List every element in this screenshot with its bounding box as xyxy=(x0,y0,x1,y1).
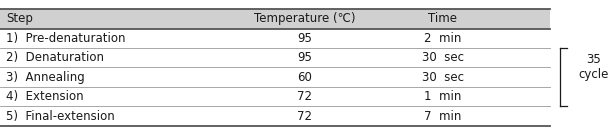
Text: 4)  Extension: 4) Extension xyxy=(6,90,84,103)
Text: 3)  Annealing: 3) Annealing xyxy=(6,71,85,84)
Text: 1  min: 1 min xyxy=(424,90,461,103)
Text: 35
cycle: 35 cycle xyxy=(578,53,609,81)
Text: 1)  Pre-denaturation: 1) Pre-denaturation xyxy=(6,32,125,45)
Text: 2  min: 2 min xyxy=(424,32,461,45)
Text: 72: 72 xyxy=(297,90,312,103)
Text: Step: Step xyxy=(6,12,33,25)
Text: 30  sec: 30 sec xyxy=(422,51,464,64)
Text: Temperature (℃): Temperature (℃) xyxy=(253,12,355,25)
Bar xyxy=(0,9,550,29)
Text: 72: 72 xyxy=(297,110,312,122)
Text: 60: 60 xyxy=(297,71,312,84)
Text: 5)  Final-extension: 5) Final-extension xyxy=(6,110,115,122)
Text: 95: 95 xyxy=(297,32,312,45)
Text: Time: Time xyxy=(428,12,458,25)
Text: 30  sec: 30 sec xyxy=(422,71,464,84)
Text: 7  min: 7 min xyxy=(424,110,461,122)
Text: 95: 95 xyxy=(297,51,312,64)
Text: 2)  Denaturation: 2) Denaturation xyxy=(6,51,104,64)
